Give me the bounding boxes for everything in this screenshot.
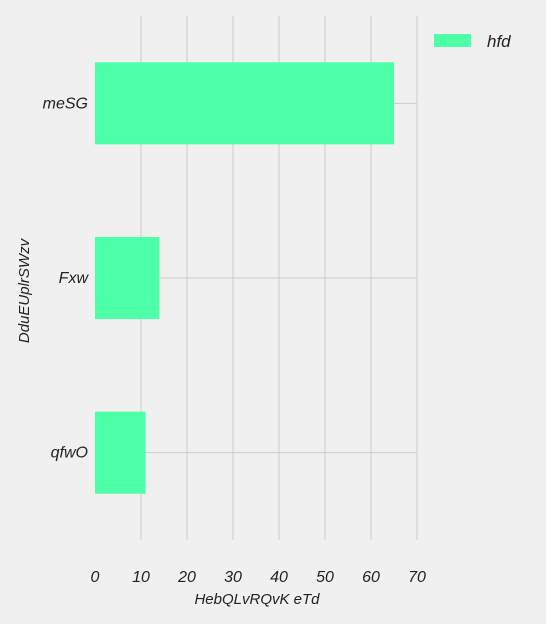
y-tick-label: Fxw — [59, 270, 90, 287]
x-tick-label: 10 — [132, 569, 150, 586]
x-tick-label: 60 — [362, 569, 380, 586]
bar-qfwO — [95, 411, 146, 494]
bars — [95, 62, 394, 494]
x-tick-label: 40 — [270, 569, 288, 586]
bar-meSG — [95, 62, 394, 145]
legend-swatch — [434, 34, 471, 47]
x-tick-label: 70 — [408, 569, 426, 586]
x-tick-label: 30 — [224, 569, 242, 586]
bar-Fxw — [95, 236, 160, 320]
x-tick-label: 0 — [91, 569, 100, 586]
x-tick-label: 20 — [177, 569, 196, 586]
y-tick-label: meSG — [43, 95, 88, 112]
legend: hfd — [434, 32, 511, 51]
y-tick-labels: meSG Fxw qfwO — [43, 95, 90, 461]
y-axis-label: DduEUplrSWzv — [16, 237, 33, 343]
x-tick-label: 50 — [316, 569, 334, 586]
legend-label-hfd: hfd — [487, 32, 511, 51]
x-tick-labels: 0 10 20 30 40 50 60 70 — [91, 569, 426, 586]
x-axis-label: HebQLvRQvK eTd — [194, 591, 320, 608]
y-tick-label: qfwO — [51, 445, 88, 462]
